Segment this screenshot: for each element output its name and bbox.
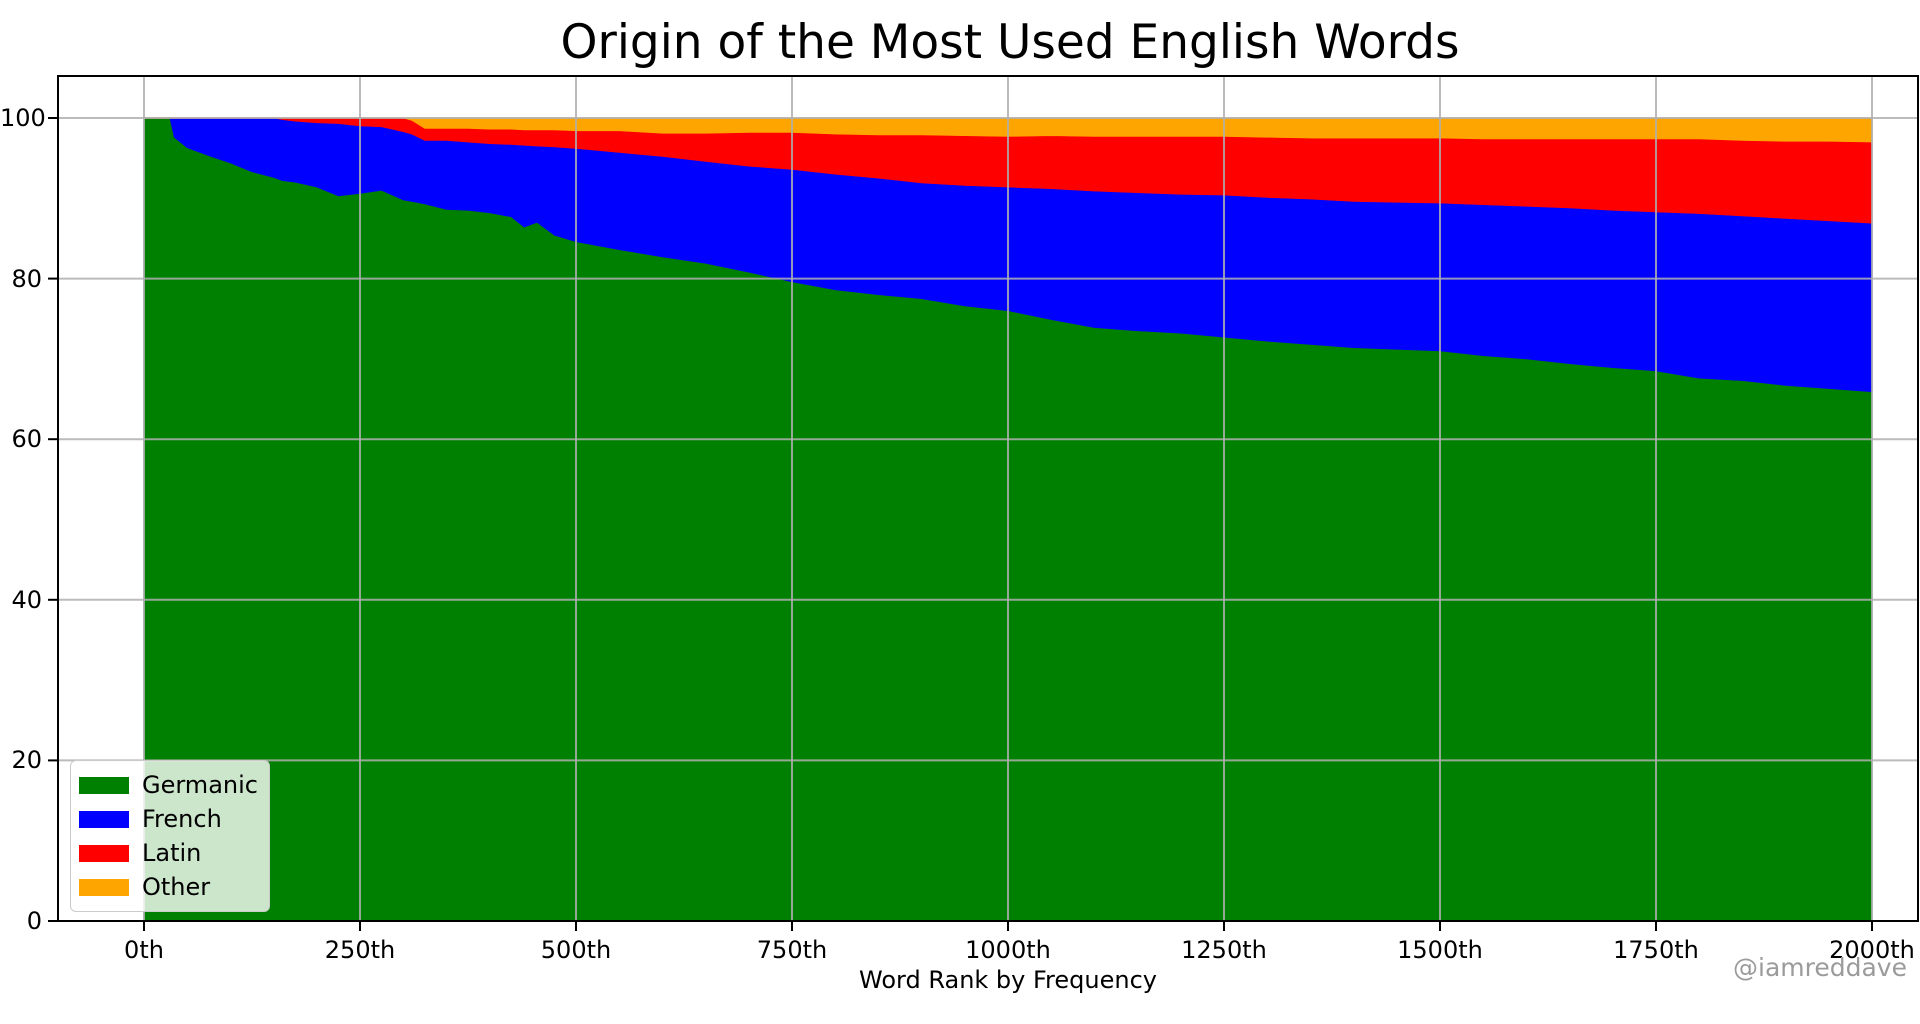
y-tick-label: 40 [11, 585, 42, 614]
x-tick-label: 500th [540, 936, 612, 964]
y-tick-label: 60 [11, 425, 42, 454]
y-tick-label: 100 [0, 104, 46, 132]
legend-entry-french: French [79, 802, 261, 836]
y-tick-label: 80 [11, 264, 42, 293]
x-tick-label: 750th [756, 936, 828, 964]
x-tick-label: 1000th [965, 936, 1051, 964]
legend-label-latin: Latin [142, 839, 202, 867]
x-tick-label: 2000th [1829, 936, 1915, 964]
legend-label-other: Other [142, 873, 211, 901]
legend: Germanic French Latin Other [70, 760, 270, 912]
watermark: @iamreddave [1733, 953, 1907, 982]
french-swatch [79, 810, 129, 828]
legend-label-germanic: Germanic [142, 771, 258, 799]
legend-entry-latin: Latin [79, 836, 261, 870]
x-axis-label: Word Rank by Frequency [859, 966, 1157, 994]
x-tick-label: 1750th [1613, 936, 1699, 964]
other-swatch [79, 878, 129, 896]
x-tick-label: 250th [324, 936, 396, 964]
latin-swatch [79, 844, 129, 862]
legend-entry-other: Other [79, 870, 261, 904]
x-tick-label: 1500th [1397, 936, 1483, 964]
x-tick-label: 1250th [1181, 936, 1267, 964]
chart-title: Origin of the Most Used English Words [560, 15, 1460, 70]
y-tick-label: 0 [26, 907, 42, 935]
legend-entry-germanic: Germanic [79, 768, 261, 802]
plot-frame [57, 75, 1919, 922]
y-tick-label: 20 [11, 746, 42, 775]
legend-label-french: French [142, 805, 222, 833]
x-tick-label: 0th [124, 936, 164, 964]
germanic-swatch [79, 776, 129, 794]
